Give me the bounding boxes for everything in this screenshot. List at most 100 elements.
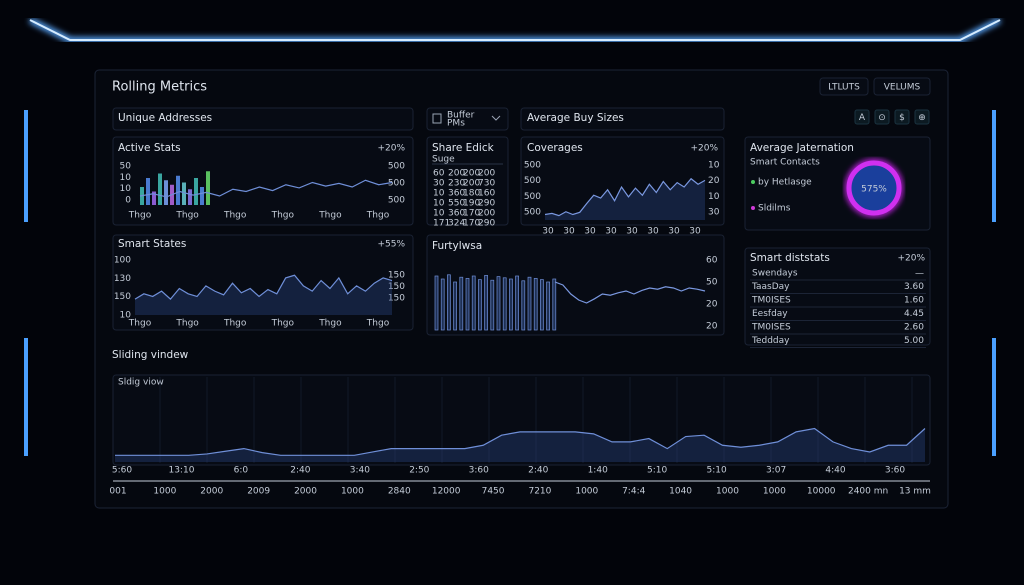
bar: [540, 279, 544, 331]
x-label: 30: [563, 227, 575, 237]
table-cell: 730: [478, 179, 495, 189]
x-label: Thgo: [223, 211, 247, 221]
chevron: [491, 115, 501, 121]
x-label: 1:40: [588, 466, 608, 476]
y-label: 50: [706, 278, 718, 288]
table-cell: 360: [448, 189, 465, 199]
header-button[interactable]: [819, 77, 869, 96]
x-label: 30: [647, 227, 659, 237]
bar: [152, 191, 156, 205]
panel-subtitle: Smart Contacts: [750, 158, 820, 168]
row-label: Swendays: [752, 269, 798, 279]
table-cell: 290: [478, 199, 495, 209]
table-cell: 170: [463, 219, 480, 229]
legend-dot: [751, 206, 755, 210]
donut-ring: [846, 160, 902, 216]
x-label: 30: [668, 227, 680, 237]
panel: [112, 374, 931, 466]
y-label: 30: [708, 208, 720, 218]
dropdown-label: Buffer: [447, 111, 475, 121]
y-label: 150: [388, 282, 405, 292]
bar: [552, 278, 557, 331]
dropdown[interactable]: [426, 107, 509, 131]
x-label: 2400 mn: [848, 487, 888, 497]
icon-button[interactable]: [894, 109, 910, 125]
tab[interactable]: [112, 107, 414, 131]
bar: [164, 180, 168, 205]
wall-light: [992, 338, 996, 456]
table-cell: 200: [478, 169, 495, 179]
header-button-label: VELUMS: [884, 83, 921, 93]
x-label: 13 mm: [899, 487, 931, 497]
table-cell: 230: [448, 179, 465, 189]
x-label: 1000: [153, 487, 176, 497]
tab-label: Unique Addresses: [118, 112, 212, 124]
x-label: 1000: [763, 487, 786, 497]
bar: [465, 278, 470, 331]
y-label: 500: [388, 196, 405, 206]
y-label: 50: [120, 162, 132, 172]
icon-glyph: ⊕: [918, 113, 926, 123]
x-label: 1000: [575, 487, 598, 497]
panel-title: Smart diststats: [750, 252, 830, 264]
area: [115, 428, 925, 462]
y-label: 20: [708, 176, 720, 186]
y-label: 10: [120, 311, 132, 321]
x-label: 6:0: [234, 466, 249, 476]
table-cell: 290: [478, 219, 495, 229]
bar: [194, 178, 198, 205]
x-label: Thgo: [128, 211, 152, 221]
y-label: 500: [388, 179, 405, 189]
y-label: 150: [114, 292, 131, 302]
y-label: 10: [708, 192, 720, 202]
bar: [515, 275, 519, 331]
row-value: 1.60: [904, 296, 924, 306]
x-label: Thgo: [175, 211, 199, 221]
x-label: 12000: [432, 487, 461, 497]
panel: [520, 136, 725, 226]
y-label: 500: [388, 162, 405, 172]
row-label: TM0ISES: [751, 323, 791, 333]
panel: [112, 234, 414, 331]
legend-dot: [751, 180, 755, 184]
bar: [182, 182, 186, 205]
icon-button[interactable]: [854, 109, 870, 125]
table-cell: 200: [463, 179, 480, 189]
x-label: Thgo: [271, 211, 295, 221]
bar: [146, 178, 150, 205]
table-cell: 10: [433, 199, 445, 209]
change-label: +20%: [690, 144, 718, 154]
y-label: 0: [125, 196, 131, 206]
x-label: 30: [584, 227, 596, 237]
header-button[interactable]: [873, 77, 931, 96]
y-label: 500: [524, 176, 541, 186]
table-cell: 180: [463, 189, 480, 199]
icon-glyph: ⊙: [878, 113, 886, 123]
bar: [434, 275, 439, 331]
x-label: 7450: [482, 487, 505, 497]
y-label: 500: [524, 208, 541, 218]
bar: [502, 277, 507, 331]
panel-title: Furtylwsa: [432, 240, 482, 252]
dashboard-title: Rolling Metrics: [112, 80, 207, 95]
table-cell: 190: [463, 199, 480, 209]
dropdown-label: PMs: [447, 119, 465, 129]
x-label: 7210: [528, 487, 551, 497]
icon-button[interactable]: [914, 109, 930, 125]
bar: [206, 171, 210, 205]
row-value: 2.60: [904, 323, 924, 333]
tab[interactable]: [520, 107, 725, 131]
y-label: 20: [706, 322, 718, 332]
bar: [496, 276, 501, 331]
bar: [158, 173, 162, 205]
x-label: 3:60: [885, 466, 905, 476]
x-label: 2000: [294, 487, 317, 497]
x-label: 2009: [247, 487, 270, 497]
bar: [471, 275, 476, 331]
table-cell: 200: [478, 209, 495, 219]
icon-button[interactable]: [874, 109, 890, 125]
x-label: Thgo: [175, 319, 199, 329]
x-label: 5:10: [707, 466, 727, 476]
